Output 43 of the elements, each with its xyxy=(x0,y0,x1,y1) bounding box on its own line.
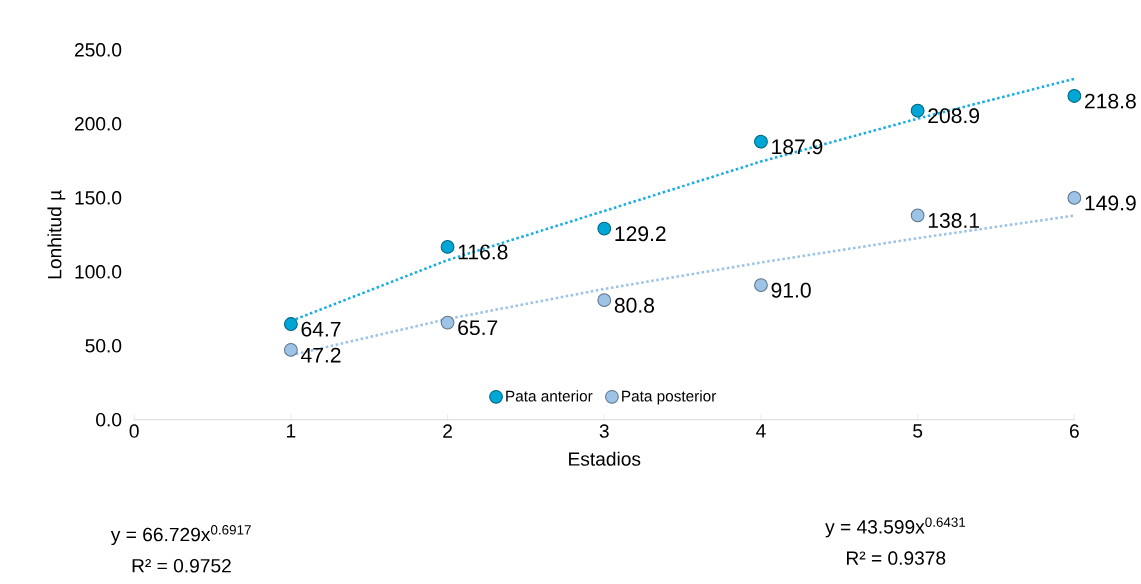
point xyxy=(910,103,925,118)
y-tick-label: 200.0 xyxy=(75,117,122,131)
point xyxy=(440,315,455,330)
point xyxy=(440,240,455,254)
data-label: 208.9 xyxy=(928,108,980,124)
x-tick-label: 4 xyxy=(756,424,766,438)
data-label: 64.7 xyxy=(301,321,341,337)
point xyxy=(283,343,298,357)
y-tick-label: 150.0 xyxy=(75,191,122,205)
data-label: 138.1 xyxy=(928,213,980,229)
point xyxy=(283,317,298,332)
data-label: 80.8 xyxy=(614,298,654,313)
point xyxy=(597,293,612,308)
data-label: 47.2 xyxy=(300,347,341,363)
point xyxy=(910,208,925,223)
text: R² = 0.9378 xyxy=(846,551,946,566)
point xyxy=(754,278,768,293)
point xyxy=(1067,89,1082,104)
y-tick-label: 50.0 xyxy=(85,339,122,353)
text: y = 66.729x$^{0.6917}$ xyxy=(110,525,251,546)
point xyxy=(754,134,768,149)
text: R² = 0.9752 xyxy=(132,559,231,573)
data-label: 91.0 xyxy=(771,282,811,298)
y-tick-label: 100.0 xyxy=(75,265,122,279)
x-tick-label: 5 xyxy=(913,424,923,438)
x-tick-label: 6 xyxy=(1070,424,1079,439)
text: y = 43.599x$^{0.6431}$ xyxy=(825,517,966,538)
x-tick-label: 1 xyxy=(287,424,296,438)
data-label: 218.8 xyxy=(1085,93,1136,109)
point xyxy=(1067,191,1082,206)
data-label: 149.9 xyxy=(1085,195,1136,211)
legend-label: Pata posterior xyxy=(622,390,717,405)
legend-label: Pata anterior xyxy=(506,390,593,402)
x-axis-title: Estadios xyxy=(569,451,641,466)
x-tick-label: 3 xyxy=(599,424,609,439)
y-tick-label: 0.0 xyxy=(96,413,122,427)
y-axis-title: Lonhitud µ xyxy=(47,190,66,279)
x-tick-label: 0 xyxy=(129,424,139,439)
point xyxy=(597,221,612,236)
y-tick-label: 250.0 xyxy=(75,43,122,57)
data-label: 65.7 xyxy=(458,320,498,336)
x-tick-label: 2 xyxy=(443,424,452,438)
data-label: 129.2 xyxy=(615,226,666,242)
